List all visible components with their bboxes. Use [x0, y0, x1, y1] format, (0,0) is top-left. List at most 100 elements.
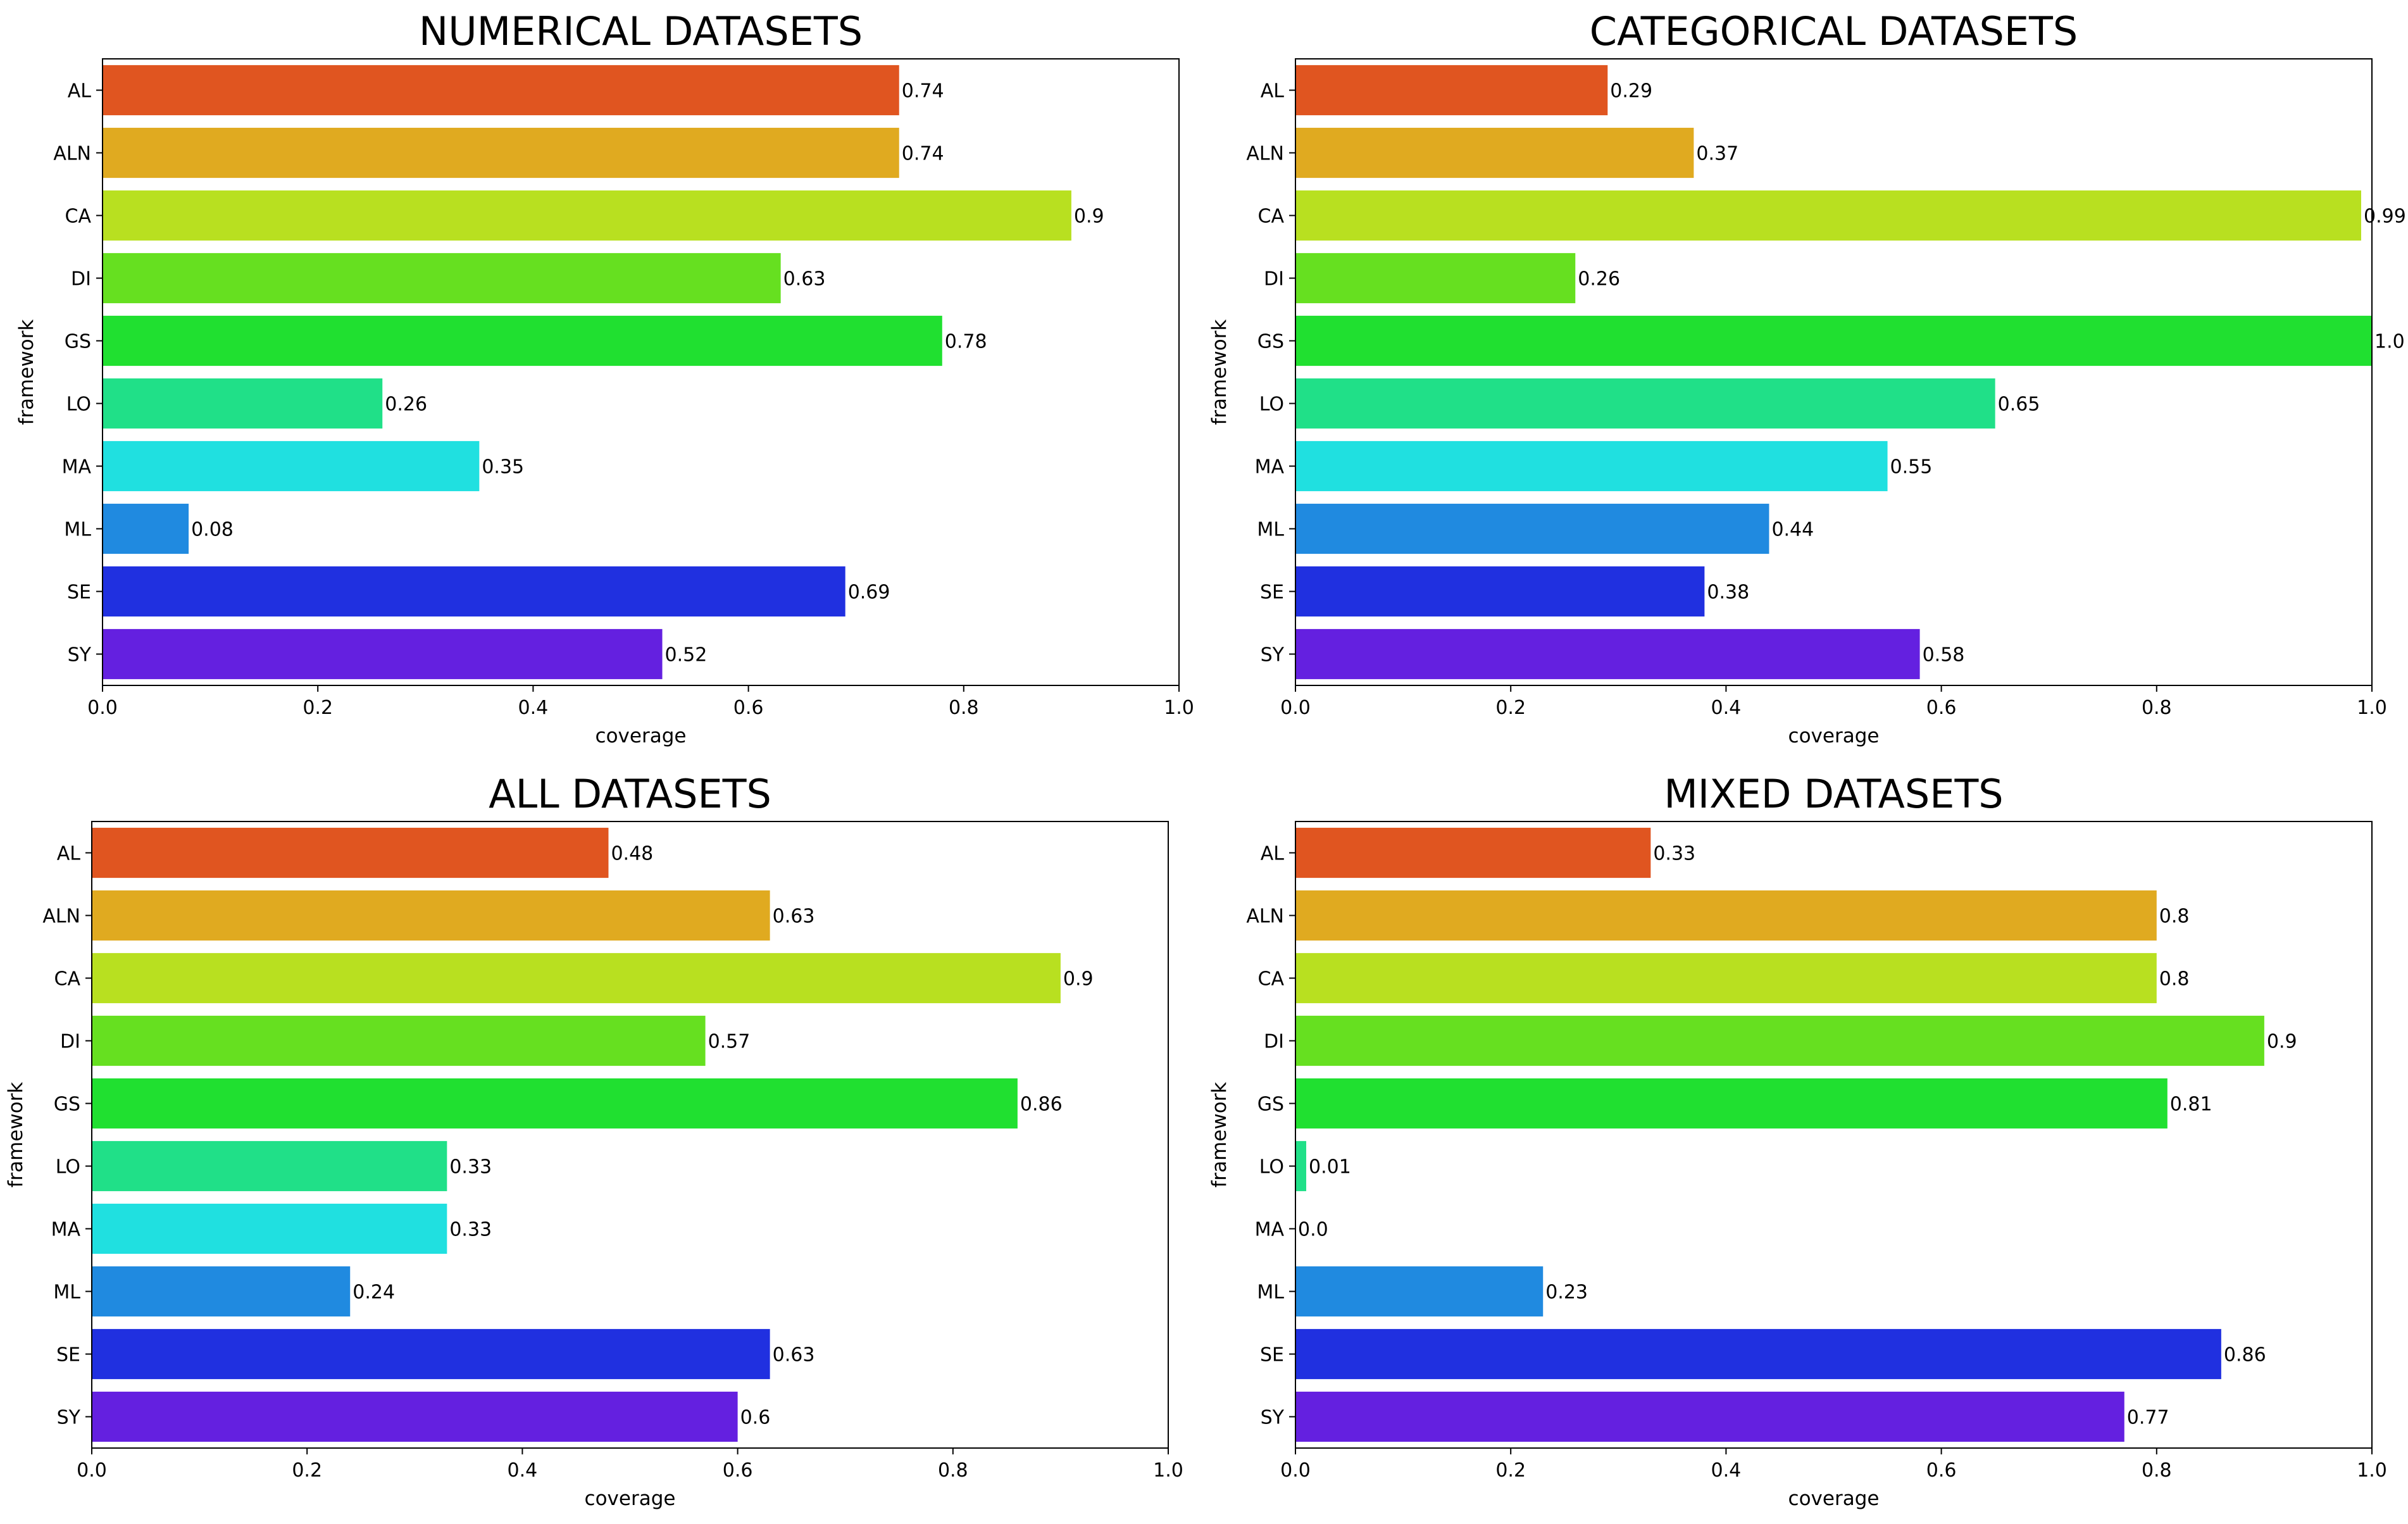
bar-ml[interactable]	[103, 503, 189, 554]
bar-sy[interactable]	[92, 1391, 738, 1442]
bar-al[interactable]	[1295, 65, 1608, 116]
data-label: 0.33	[449, 1219, 492, 1241]
data-label: 0.33	[1653, 843, 1695, 865]
bar-lo[interactable]	[1295, 378, 1995, 429]
x-tick-label: 1.0	[2357, 697, 2387, 719]
bar-aln[interactable]	[92, 890, 770, 941]
y-tick-label: AL	[1261, 80, 1285, 103]
chart-title: NUMERICAL DATASETS	[419, 8, 863, 54]
y-tick-label: AL	[68, 80, 92, 103]
axes-frame	[1295, 58, 2373, 686]
chart-panel-1: CATEGORICAL DATASETS 0.29 AL 0.37 ALN 0.99 CA 0…	[1208, 8, 2406, 747]
x-tick-label: 0.4	[508, 1459, 538, 1482]
data-label: 0.24	[352, 1282, 395, 1304]
x-tick-label: 0.2	[1495, 1459, 1526, 1482]
data-label: 0.08	[191, 519, 234, 541]
bar-lo[interactable]	[103, 378, 383, 429]
chart-title: MIXED DATASETS	[1664, 771, 2003, 817]
bar-aln[interactable]	[1295, 890, 2157, 941]
y-axis-label: framework	[1208, 1082, 1231, 1187]
data-label: 0.8	[2159, 906, 2190, 928]
bar-ml[interactable]	[1295, 503, 1769, 554]
bar-al[interactable]	[92, 827, 609, 878]
bar-di[interactable]	[92, 1015, 706, 1066]
axes-frame	[1295, 821, 2373, 1449]
data-label: 0.37	[1696, 143, 1738, 165]
bar-al[interactable]	[103, 65, 899, 116]
bar-ml[interactable]	[1295, 1266, 1544, 1317]
y-tick-label: ML	[1257, 519, 1284, 541]
data-label: 0.9	[1063, 968, 1094, 990]
x-axis-label: coverage	[1788, 1487, 1880, 1510]
bar-se[interactable]	[103, 566, 845, 617]
bar-al[interactable]	[1295, 827, 1651, 878]
y-tick-label: SE	[56, 1344, 80, 1366]
bar-gs[interactable]	[1295, 315, 2372, 366]
y-tick-label: ML	[64, 519, 91, 541]
bar-di[interactable]	[103, 253, 781, 304]
bar-gs[interactable]	[1295, 1078, 2168, 1129]
data-label: 0.78	[945, 331, 987, 353]
x-tick-label: 0.6	[1926, 697, 1957, 719]
bar-gs[interactable]	[92, 1078, 1018, 1129]
data-label: 0.74	[902, 80, 944, 103]
data-label: 0.69	[848, 582, 890, 604]
y-tick-label: SY	[1261, 644, 1285, 666]
data-label: 0.29	[1610, 80, 1652, 103]
x-tick-label: 0.8	[2142, 1459, 2172, 1482]
x-tick-label: 0.0	[87, 697, 118, 719]
bar-sy[interactable]	[1295, 1391, 2124, 1442]
axes-frame	[91, 821, 1169, 1449]
bar-ma[interactable]	[1295, 440, 1888, 492]
y-tick-label: ML	[53, 1282, 80, 1304]
x-axis-label: coverage	[585, 1487, 676, 1510]
y-tick-label: DI	[1264, 268, 1284, 290]
data-label: 0.55	[1890, 456, 1933, 478]
y-tick-label: SE	[1260, 582, 1284, 604]
bar-aln[interactable]	[1295, 127, 1694, 178]
bar-ml[interactable]	[92, 1266, 351, 1317]
y-tick-label: SY	[68, 644, 92, 666]
bar-lo[interactable]	[1295, 1140, 1307, 1192]
data-label: 0.77	[2127, 1407, 2169, 1429]
data-label: 0.63	[783, 268, 826, 290]
bar-se[interactable]	[92, 1328, 770, 1380]
data-label: 0.86	[1020, 1094, 1063, 1116]
bar-ca[interactable]	[1295, 190, 2361, 241]
data-label: 0.48	[611, 843, 653, 865]
data-label: 0.23	[1545, 1282, 1588, 1304]
bar-ca[interactable]	[92, 952, 1061, 1004]
y-tick-label: AL	[1261, 843, 1285, 865]
chart-title: CATEGORICAL DATASETS	[1590, 8, 2078, 54]
data-label: 0.0	[1298, 1219, 1328, 1241]
data-label: 0.35	[482, 456, 524, 478]
bar-ma[interactable]	[92, 1203, 447, 1254]
y-tick-label: LO	[1259, 394, 1284, 416]
bar-di[interactable]	[1295, 253, 1576, 304]
bar-se[interactable]	[1295, 1328, 2221, 1380]
data-label: 0.38	[1707, 582, 1749, 604]
x-tick-label: 0.8	[2142, 697, 2172, 719]
bar-ca[interactable]	[103, 190, 1071, 241]
bar-gs[interactable]	[103, 315, 942, 366]
bar-sy[interactable]	[1295, 628, 1920, 680]
bar-di[interactable]	[1295, 1015, 2264, 1066]
y-tick-label: LO	[1259, 1156, 1284, 1178]
x-tick-label: 0.6	[723, 1459, 753, 1482]
x-tick-label: 1.0	[1164, 697, 1194, 719]
chart-panel-2: ALL DATASETS 0.48 AL 0.63 ALN 0.9 CA 0.57 DI 0.86…	[4, 771, 1183, 1510]
x-tick-label: 0.2	[303, 697, 333, 719]
data-label: 0.57	[708, 1031, 751, 1053]
bar-lo[interactable]	[92, 1140, 447, 1192]
bar-sy[interactable]	[103, 628, 663, 680]
x-tick-label: 1.0	[1153, 1459, 1183, 1482]
y-tick-label: AL	[57, 843, 81, 865]
bar-se[interactable]	[1295, 566, 1705, 617]
y-tick-label: ALN	[1246, 906, 1284, 928]
bar-ca[interactable]	[1295, 952, 2157, 1004]
bar-aln[interactable]	[103, 127, 899, 178]
y-tick-label: SY	[1261, 1407, 1285, 1429]
bar-ma[interactable]	[103, 440, 480, 492]
x-tick-label: 0.4	[1711, 697, 1742, 719]
axes-frame	[102, 58, 1180, 686]
